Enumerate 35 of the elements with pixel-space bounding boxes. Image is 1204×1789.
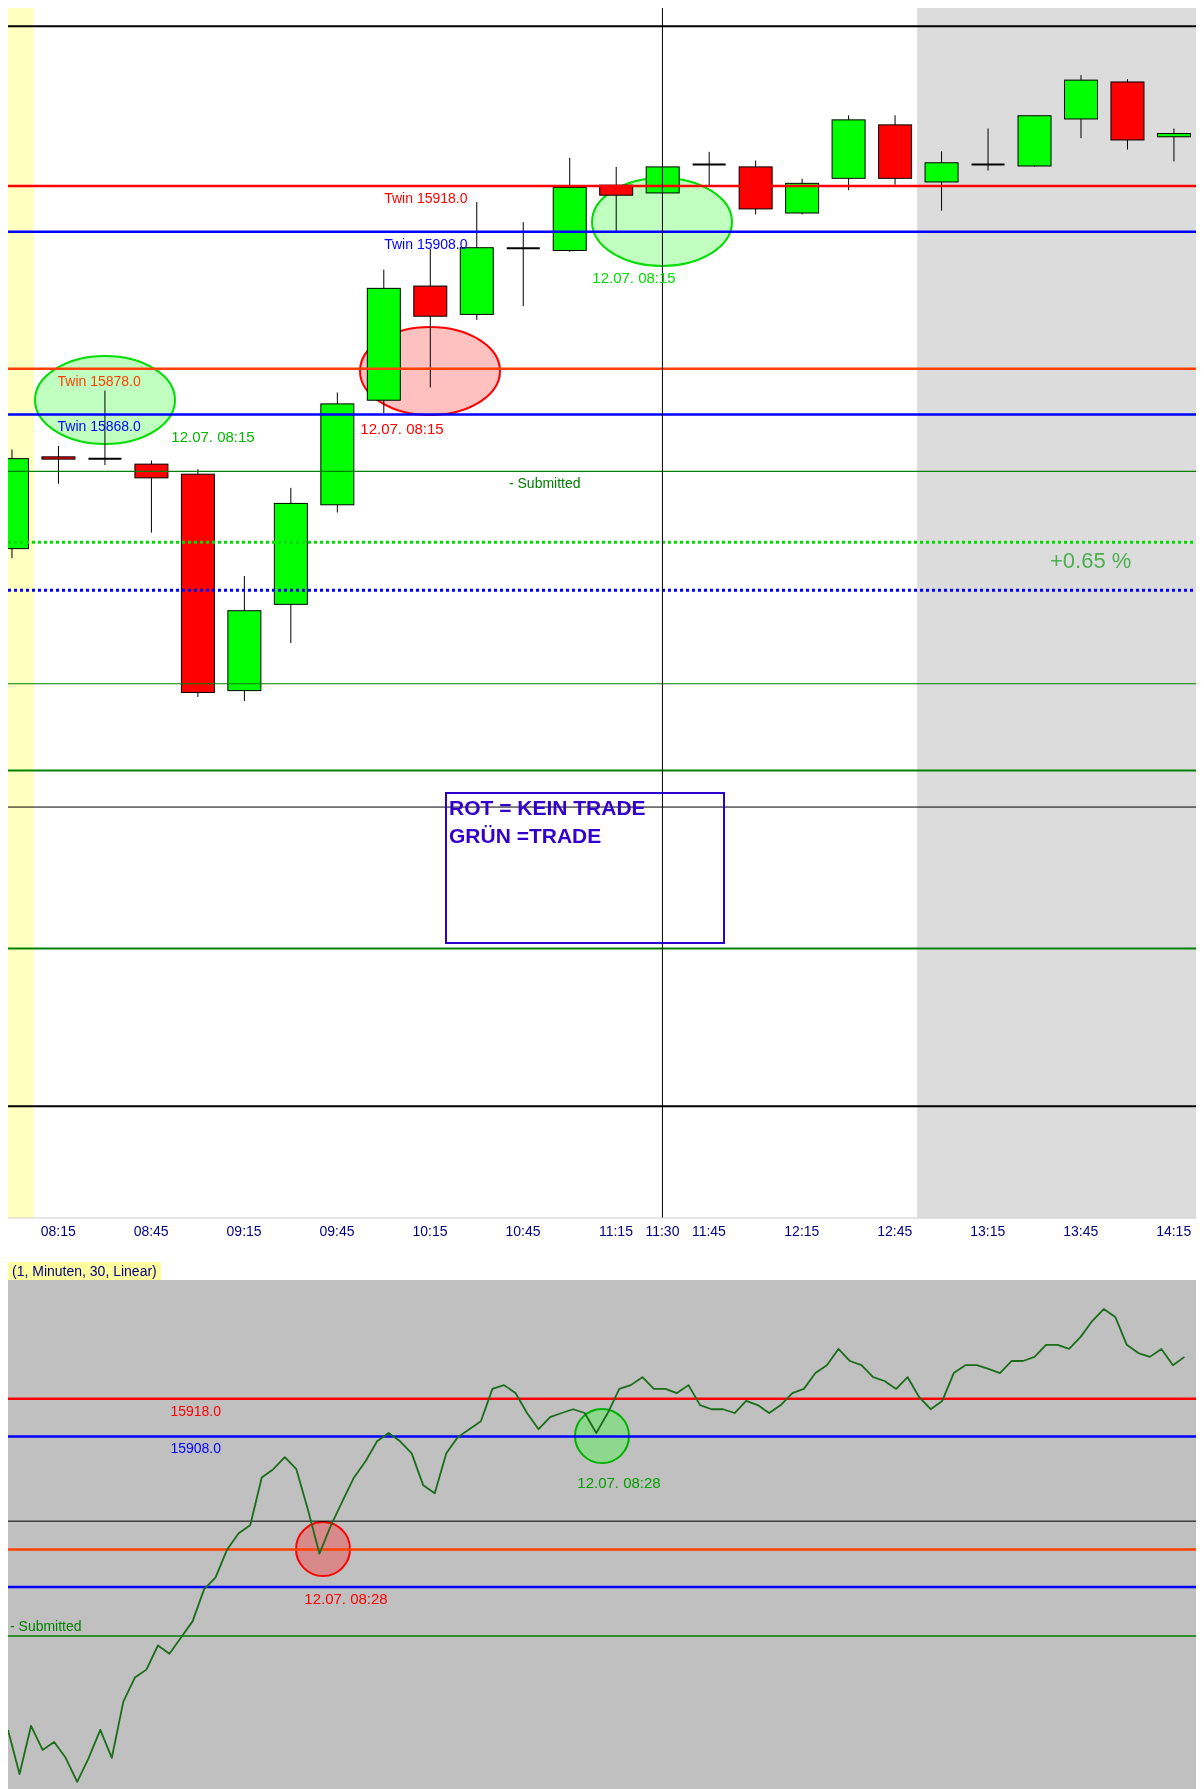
x-tick-label: 11:30 [645, 1222, 680, 1239]
x-tick-label: 11:15 [598, 1222, 634, 1239]
x-tick-label: 08:45 [133, 1222, 169, 1239]
ref-line-label: - Submitted [508, 475, 581, 492]
candlestick [691, 151, 727, 187]
x-tick-label: 09:45 [319, 1222, 355, 1239]
ref-line-label: Twin 15878.0 [57, 372, 142, 389]
candlestick [970, 128, 1006, 172]
annotation: +0.65 % [1050, 548, 1132, 574]
annotation: 12.07. 08:15 [171, 427, 255, 445]
x-tick-label: 08:15 [40, 1222, 76, 1239]
x-tick-label: 09:15 [226, 1222, 262, 1239]
annotation: GRÜN =TRADE [449, 823, 603, 849]
annotation: 12.07. 08:28 [304, 1589, 388, 1607]
x-tick-label: 14:15 [1156, 1222, 1192, 1239]
chart-subtitle: (1, Minuten, 30, Linear) [8, 1262, 161, 1280]
ref-line-label: Twin 15918.0 [384, 190, 468, 207]
ref-line-label: Twin 15908.0 [384, 235, 468, 252]
annotation: 12.07. 08:28 [577, 1473, 661, 1491]
candlestick [1156, 128, 1191, 162]
x-tick-label: 10:45 [505, 1222, 541, 1239]
ref-line-label: 15918.0 [170, 1402, 222, 1419]
candlestick [41, 445, 76, 485]
candlestick [505, 221, 541, 307]
annotation: ROT = KEIN TRADE [449, 795, 647, 821]
x-tick-label: 12:45 [877, 1222, 913, 1239]
ref-line-label: 15908.0 [170, 1440, 222, 1457]
x-tick-label: 10:15 [412, 1222, 448, 1239]
x-tick-label: 12:15 [784, 1222, 820, 1239]
x-tick-label: 13:45 [1063, 1222, 1099, 1239]
ref-line-label: - Submitted [10, 1618, 82, 1635]
annotation: 12.07. 08:15 [360, 419, 444, 437]
x-tick-label: 13:15 [970, 1222, 1006, 1239]
x-tick-label: 11:45 [691, 1222, 727, 1239]
text-box: ROT = KEIN TRADE GRÜN =TRADE [445, 792, 725, 944]
